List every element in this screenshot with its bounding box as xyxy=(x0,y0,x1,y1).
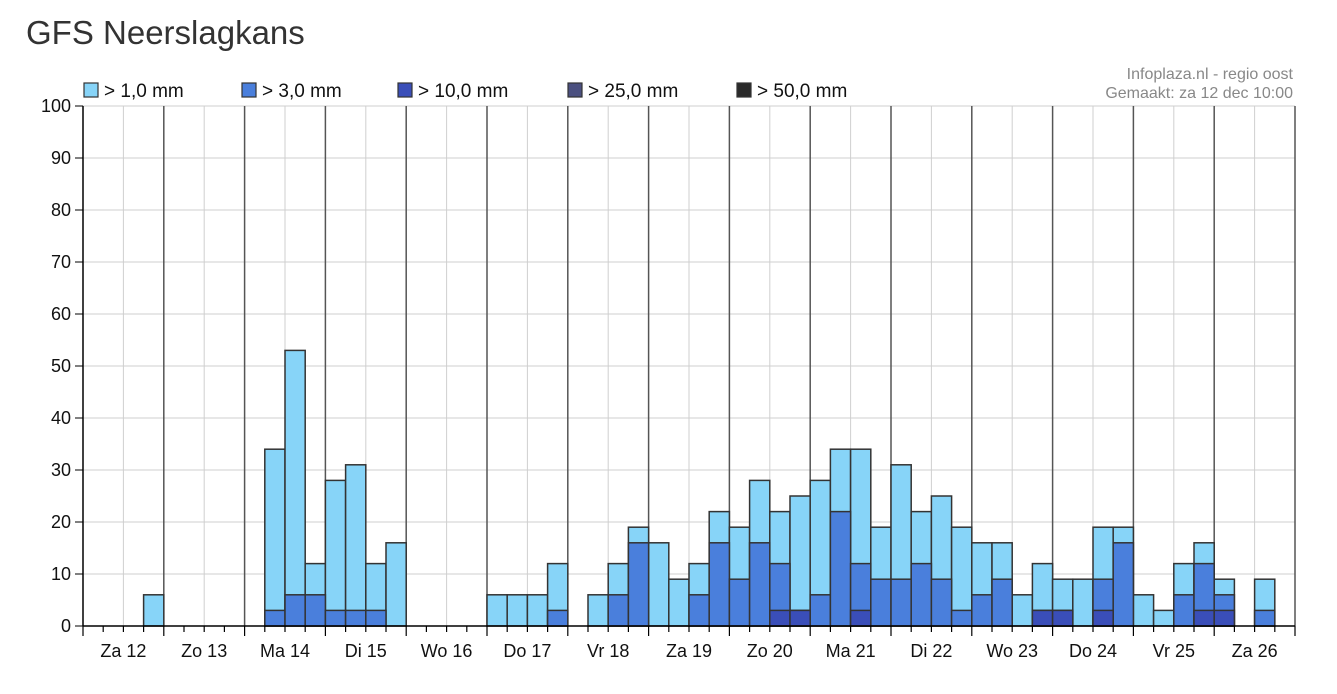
bar-series-0-slot-13 xyxy=(344,464,367,627)
bar-series-1-slot-13 xyxy=(344,609,367,627)
legend-label: > 10,0 mm xyxy=(418,81,508,102)
y-tick-label: 70 xyxy=(51,252,71,272)
credit-line-2: Gemaakt: za 12 dec 10:00 xyxy=(1105,85,1293,102)
y-tick-label: 50 xyxy=(51,356,71,376)
bar-series-1-slot-37 xyxy=(829,510,852,627)
bar-series-0-slot-9 xyxy=(264,448,286,627)
bar-series-0-slot-3 xyxy=(142,594,165,627)
x-day-label: Ma 21 xyxy=(826,641,876,661)
bar-series-1-slot-27 xyxy=(627,542,650,627)
bar-series-0-slot-28 xyxy=(647,542,670,627)
legend-swatch xyxy=(83,82,99,98)
x-day-label: Wo 16 xyxy=(421,641,473,661)
y-tick-label: 90 xyxy=(51,148,71,168)
page-title: GFS Neerslagkans xyxy=(26,14,305,51)
bar-series-1-slot-11 xyxy=(304,594,327,627)
bar-series-2-slot-47 xyxy=(1031,609,1054,627)
bar-series-2-slot-50 xyxy=(1092,609,1114,627)
bar-series-0-slot-21 xyxy=(506,594,529,627)
y-tick-label: 10 xyxy=(51,564,71,584)
bar-series-2-slot-38 xyxy=(849,609,872,627)
bar-series-2-slot-55 xyxy=(1193,609,1215,627)
bar-series-0-slot-35 xyxy=(789,495,811,627)
bar-series-0-slot-12 xyxy=(324,479,347,627)
x-day-label: Ma 14 xyxy=(260,641,310,661)
legend-label: > 3,0 mm xyxy=(262,81,342,102)
bar-series-2-slot-35 xyxy=(789,609,811,627)
bar-series-2-slot-48 xyxy=(1051,609,1074,627)
bar-series-1-slot-41 xyxy=(910,562,933,627)
bar-series-1-slot-31 xyxy=(708,542,731,627)
y-tick-label: 100 xyxy=(41,96,71,116)
bar-series-0-slot-29 xyxy=(668,578,690,627)
bar-series-1-slot-32 xyxy=(728,578,751,627)
bar-series-1-slot-14 xyxy=(365,609,387,627)
bar-series-0-slot-46 xyxy=(1011,594,1034,627)
bar-series-1-slot-54 xyxy=(1173,594,1195,627)
x-day-label: Za 12 xyxy=(100,641,146,661)
bar-series-1-slot-33 xyxy=(748,542,771,627)
bar-series-1-slot-36 xyxy=(809,594,832,627)
bar-series-1-slot-26 xyxy=(607,594,630,627)
x-day-label: Za 26 xyxy=(1232,641,1278,661)
credit-line-1: Infoplaza.nl - regio oost xyxy=(1127,66,1294,83)
legend-label: > 1,0 mm xyxy=(104,81,184,102)
bar-series-0-slot-25 xyxy=(587,594,609,627)
bar-series-1-slot-43 xyxy=(950,609,973,627)
x-day-label: Wo 23 xyxy=(986,641,1038,661)
y-tick-label: 20 xyxy=(51,512,71,532)
bar-series-1-slot-40 xyxy=(890,578,912,627)
x-day-label: Zo 20 xyxy=(747,641,793,661)
bar-series-1-slot-30 xyxy=(688,594,710,627)
y-tick-label: 80 xyxy=(51,200,71,220)
x-day-label: Za 19 xyxy=(666,641,712,661)
bar-series-1-slot-39 xyxy=(870,578,892,627)
x-day-label: Vr 25 xyxy=(1153,641,1195,661)
x-day-label: Zo 13 xyxy=(181,641,227,661)
bar-series-1-slot-12 xyxy=(324,609,347,627)
x-day-label: Vr 18 xyxy=(587,641,629,661)
legend-swatch xyxy=(736,82,752,98)
x-day-label: Di 15 xyxy=(345,641,387,661)
bar-series-0-slot-20 xyxy=(486,594,508,627)
legend-label: > 50,0 mm xyxy=(757,81,847,102)
bar-series-0-slot-52 xyxy=(1132,594,1155,627)
legend-swatch xyxy=(567,82,583,98)
y-tick-label: 0 xyxy=(61,616,71,636)
bar-series-1-slot-44 xyxy=(971,594,993,627)
x-day-label: Di 22 xyxy=(910,641,952,661)
y-tick-label: 40 xyxy=(51,408,71,428)
x-day-label: Do 17 xyxy=(503,641,551,661)
bar-series-2-slot-56 xyxy=(1213,609,1236,627)
bar-series-1-slot-45 xyxy=(991,578,1013,627)
bar-series-1-slot-10 xyxy=(284,594,306,627)
bar-series-1-slot-23 xyxy=(546,609,569,627)
bar-series-0-slot-10 xyxy=(284,349,306,627)
bar-series-1-slot-42 xyxy=(930,578,953,627)
legend-swatch xyxy=(397,82,413,98)
legend-label: > 25,0 mm xyxy=(588,81,678,102)
bar-series-0-slot-49 xyxy=(1072,578,1094,627)
y-tick-label: 60 xyxy=(51,304,71,324)
bar-series-1-slot-51 xyxy=(1112,542,1135,627)
x-day-label: Do 24 xyxy=(1069,641,1117,661)
legend-swatch xyxy=(241,82,257,98)
bar-series-0-slot-22 xyxy=(526,594,549,627)
bar-series-2-slot-34 xyxy=(769,609,791,627)
bar-series-0-slot-15 xyxy=(385,542,407,627)
bar-series-1-slot-58 xyxy=(1253,609,1276,627)
y-tick-label: 30 xyxy=(51,460,71,480)
bar-series-0-slot-53 xyxy=(1152,609,1175,627)
bar-series-1-slot-9 xyxy=(264,609,286,627)
